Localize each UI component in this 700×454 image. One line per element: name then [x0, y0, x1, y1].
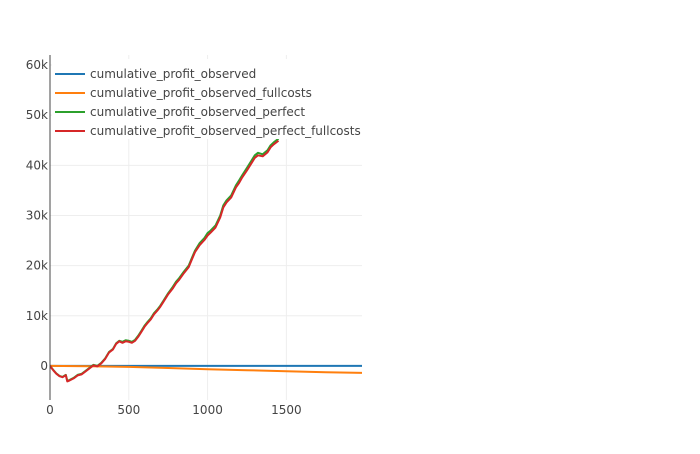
- legend-label: cumulative_profit_observed_fullcosts: [90, 86, 312, 100]
- y-tick-label: 10k: [26, 309, 48, 323]
- x-tick-label: 1500: [271, 403, 302, 417]
- y-tick-label: 20k: [26, 259, 48, 273]
- legend-item[interactable]: cumulative_profit_observed: [55, 67, 256, 81]
- legend-item[interactable]: cumulative_profit_observed_perfect_fullc…: [55, 124, 361, 138]
- y-tick-label: 40k: [26, 158, 48, 172]
- series-line-cumulative_profit_observed_fullcosts: [50, 364, 362, 374]
- legend-item[interactable]: cumulative_profit_observed_perfect: [55, 105, 305, 119]
- plot-area: [50, 137, 362, 383]
- y-tick-label: 30k: [26, 208, 48, 222]
- legend-label: cumulative_profit_observed: [90, 67, 256, 81]
- x-tick-label: 0: [46, 403, 54, 417]
- legend[interactable]: cumulative_profit_observed cumulative_pro…: [52, 59, 364, 139]
- y-tick-label: 0: [40, 359, 48, 373]
- legend-label: cumulative_profit_observed_perfect_fullc…: [90, 124, 361, 138]
- y-tick-label: 50k: [26, 108, 48, 122]
- axes: 0 10k 20k 30k 40k 50k 60k 0 500 1000 1500: [26, 55, 302, 417]
- x-tick-label: 1000: [192, 403, 223, 417]
- series-line-cumulative_profit_observed_perfect_fullcosts: [50, 139, 280, 383]
- x-tick-label: 500: [117, 403, 140, 417]
- legend-item[interactable]: cumulative_profit_observed_fullcosts: [55, 86, 312, 100]
- y-tick-label: 60k: [26, 58, 48, 72]
- legend-background: [52, 59, 364, 139]
- legend-label: cumulative_profit_observed_perfect: [90, 105, 305, 119]
